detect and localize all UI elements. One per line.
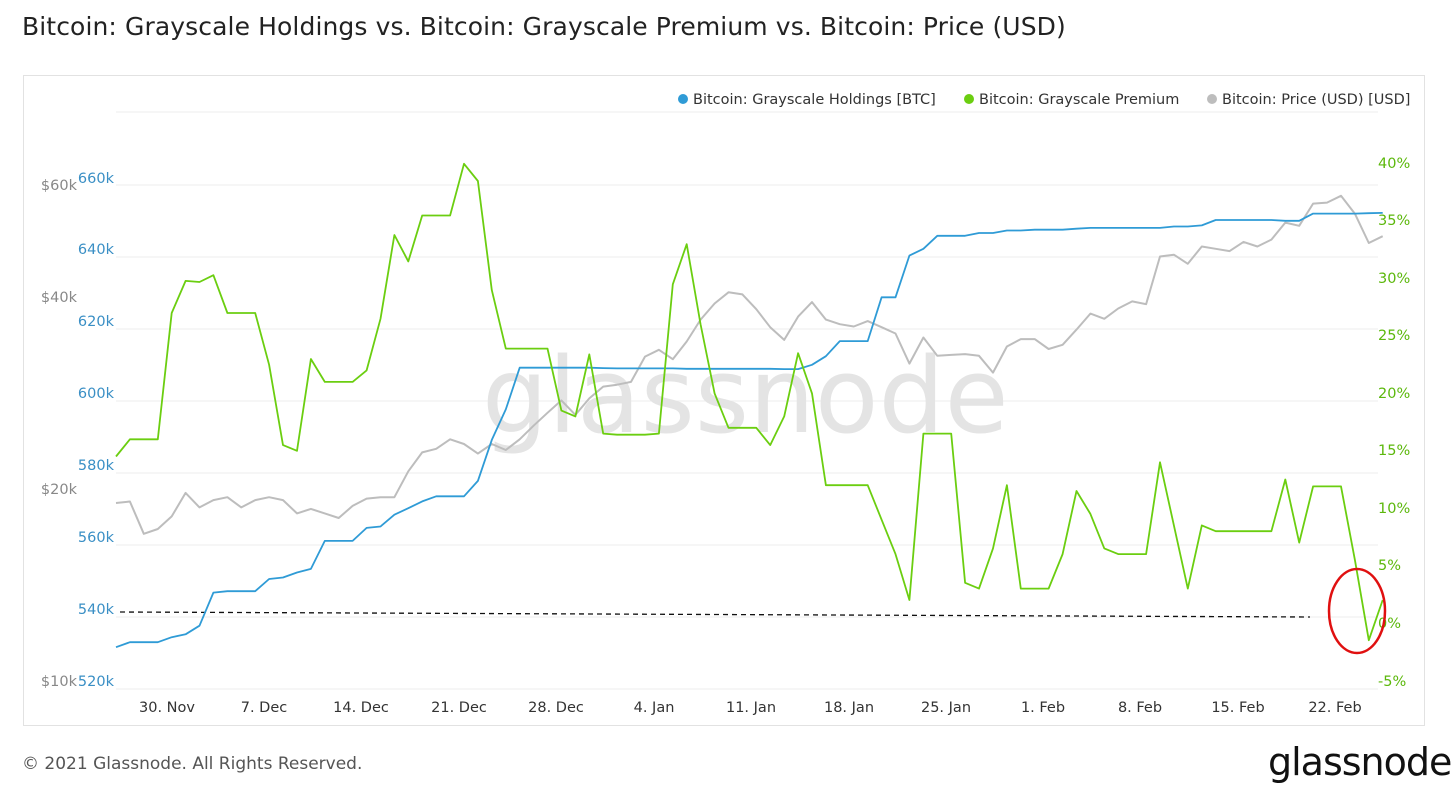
x-tick-label: 30. Nov xyxy=(139,700,195,716)
x-tick-label: 18. Jan xyxy=(824,700,874,716)
holdings-tick-label: 640k xyxy=(78,242,115,258)
red-highlight-circle xyxy=(1327,567,1387,655)
holdings-tick-label: 580k xyxy=(78,458,115,474)
x-tick-label: 8. Feb xyxy=(1118,700,1162,716)
price-tick-label: $20k xyxy=(41,482,78,498)
premium-tick-label: 20% xyxy=(1378,386,1410,402)
price-tick-label: $40k xyxy=(41,290,78,306)
legend-label: Bitcoin: Grayscale Premium xyxy=(979,92,1179,108)
legend-label: Bitcoin: Grayscale Holdings [BTC] xyxy=(693,92,936,108)
zero-dashed-line xyxy=(119,611,1311,618)
x-tick-label: 7. Dec xyxy=(241,700,288,716)
holdings-tick-label: 660k xyxy=(78,171,115,187)
chart-frame xyxy=(23,75,1425,726)
chart-title: Bitcoin: Grayscale Holdings vs. Bitcoin:… xyxy=(22,12,1066,41)
price-tick-label: $60k xyxy=(41,178,78,194)
watermark: glassnode xyxy=(482,335,1009,457)
holdings-tick-label: 540k xyxy=(78,602,115,618)
x-tick-label: 15. Feb xyxy=(1211,700,1264,716)
holdings-tick-label: 620k xyxy=(78,314,115,330)
premium-tick-label: -5% xyxy=(1378,674,1406,690)
x-tick-label: 11. Jan xyxy=(726,700,776,716)
holdings-tick-label: 600k xyxy=(78,386,115,402)
x-tick-label: 4. Jan xyxy=(634,700,675,716)
series-lines xyxy=(115,162,1384,649)
legend: Bitcoin: Grayscale Holdings [BTC] Bitcoin… xyxy=(678,92,1410,108)
holdings-axis-ticks: 660k 640k 620k 600k 580k 560k 540k 520k xyxy=(78,171,115,690)
x-tick-label: 28. Dec xyxy=(528,700,584,716)
annotations xyxy=(1327,567,1387,655)
copyright-text: © 2021 Glassnode. All Rights Reserved. xyxy=(22,754,363,774)
grid-lines xyxy=(116,111,1378,690)
legend-marker xyxy=(1207,94,1217,104)
price-axis-ticks: $60k $40k $20k $10k xyxy=(41,178,78,690)
x-tick-label: 1. Feb xyxy=(1021,700,1065,716)
premium-tick-label: 35% xyxy=(1378,213,1410,229)
premium-series-line xyxy=(115,162,1384,642)
price-series-line xyxy=(115,194,1384,535)
x-tick-label: 14. Dec xyxy=(333,700,389,716)
premium-tick-label: 25% xyxy=(1378,328,1410,344)
x-tick-label: 22. Feb xyxy=(1308,700,1361,716)
premium-tick-label: 15% xyxy=(1378,443,1410,459)
price-tick-label: $10k xyxy=(41,674,78,690)
premium-tick-label: 5% xyxy=(1378,558,1401,574)
legend-marker xyxy=(964,94,974,104)
legend-label: Bitcoin: Price (USD) [USD] xyxy=(1222,92,1410,108)
glassnode-logo: glassnode xyxy=(1268,740,1452,784)
x-tick-label: 25. Jan xyxy=(921,700,971,716)
premium-axis-ticks: 40%35%30%25%20%15%10%5%0%-5% xyxy=(1378,156,1410,690)
holdings-series-line xyxy=(115,212,1383,649)
premium-tick-label: 10% xyxy=(1378,501,1410,517)
holdings-tick-label: 560k xyxy=(78,530,115,546)
x-axis-ticks: 30. Nov 7. Dec 14. Dec 21. Dec 28. Dec 4. Jan… xyxy=(139,700,1362,716)
premium-tick-label: 30% xyxy=(1378,271,1410,287)
x-tick-label: 21. Dec xyxy=(431,700,487,716)
holdings-tick-label: 520k xyxy=(78,674,115,690)
premium-tick-label: 40% xyxy=(1378,156,1410,172)
legend-marker xyxy=(678,94,688,104)
premium-zero-dashed-line xyxy=(119,611,1311,618)
